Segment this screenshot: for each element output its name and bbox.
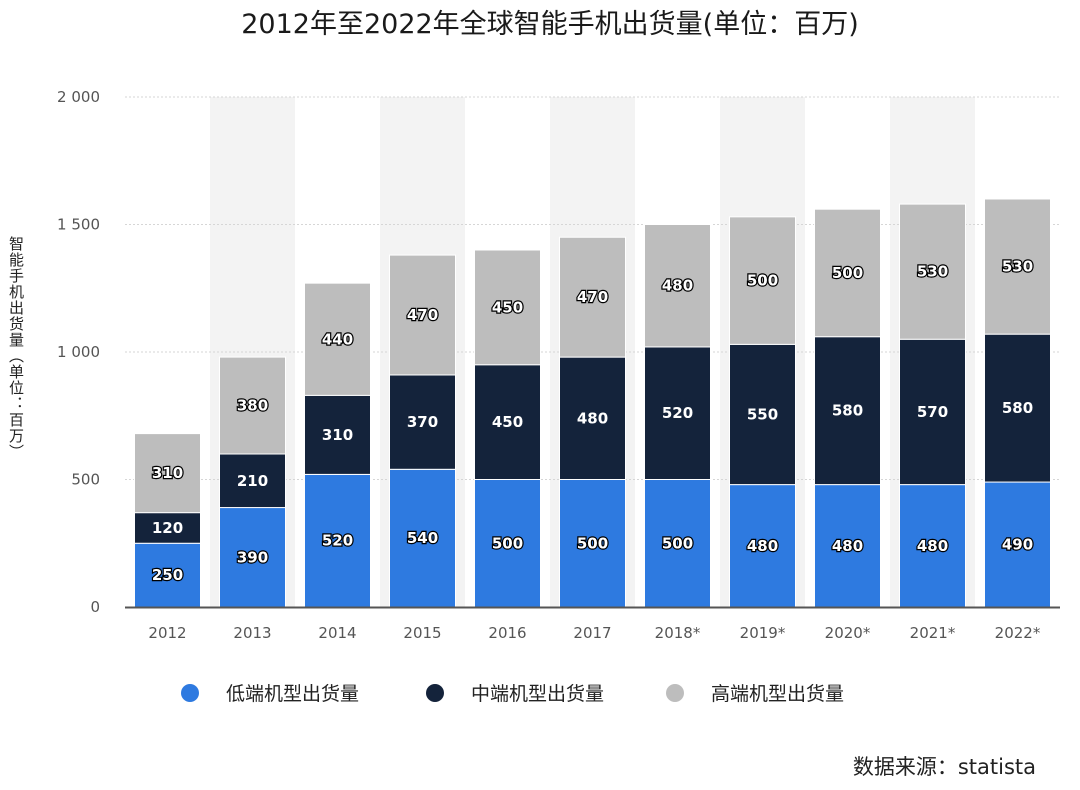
bar-segment bbox=[389, 468, 456, 608]
y-tick-label: 500 bbox=[71, 471, 100, 489]
bar-segment bbox=[304, 473, 371, 608]
legend-label: 低端机型出货量 bbox=[226, 683, 359, 705]
x-tick-label: 2016 bbox=[488, 624, 526, 642]
bar-segment bbox=[134, 542, 201, 608]
data-label: 480 bbox=[747, 537, 778, 555]
data-label: 500 bbox=[662, 534, 693, 552]
bar-segment bbox=[219, 507, 286, 608]
data-label: 390 bbox=[237, 548, 268, 566]
data-label: 480 bbox=[577, 409, 608, 427]
data-label: 580 bbox=[1002, 399, 1033, 417]
y-axis-label: 智能手机出货量（单位：百万） bbox=[7, 235, 25, 460]
bar-segment bbox=[559, 356, 626, 481]
legend-marker bbox=[666, 684, 684, 702]
data-label: 500 bbox=[577, 534, 608, 552]
bar-segment bbox=[644, 224, 711, 348]
bar-segment bbox=[304, 282, 371, 396]
bars-layer: 250 120 310 390 210 380 520 310 440 540 370 470 500 4… bbox=[134, 198, 1051, 608]
x-tick-label: 2014 bbox=[318, 624, 356, 642]
bar-segment bbox=[474, 249, 541, 366]
bar-segment bbox=[814, 336, 881, 486]
data-label: 210 bbox=[237, 472, 268, 490]
data-label: 490 bbox=[1002, 536, 1033, 554]
bar-segment bbox=[559, 479, 626, 608]
bar-segment bbox=[389, 374, 456, 470]
x-tick-label: 2022* bbox=[995, 624, 1041, 642]
x-tick-label: 2015 bbox=[403, 624, 441, 642]
y-tick-label: 0 bbox=[90, 598, 100, 616]
bar-segment bbox=[729, 343, 796, 486]
data-label: 570 bbox=[917, 403, 948, 421]
data-label: 310 bbox=[322, 426, 353, 444]
data-label: 520 bbox=[322, 532, 353, 550]
data-label: 520 bbox=[662, 404, 693, 422]
data-label: 530 bbox=[1002, 258, 1033, 276]
bar-segment bbox=[304, 394, 371, 475]
data-label: 470 bbox=[577, 288, 608, 306]
x-tick-label: 2012 bbox=[148, 624, 186, 642]
legend-label: 高端机型出货量 bbox=[711, 683, 844, 705]
bar-segment bbox=[899, 484, 966, 608]
data-label: 480 bbox=[832, 537, 863, 555]
data-label: 450 bbox=[492, 413, 523, 431]
x-tick-label: 2020* bbox=[825, 624, 871, 642]
legend-marker bbox=[426, 684, 444, 702]
bar-segment bbox=[644, 346, 711, 480]
data-label: 250 bbox=[152, 566, 183, 584]
data-label: 370 bbox=[407, 413, 438, 431]
x-tick-label: 2019* bbox=[740, 624, 786, 642]
data-label: 310 bbox=[152, 464, 183, 482]
data-label: 540 bbox=[407, 529, 438, 547]
data-label: 120 bbox=[152, 519, 183, 537]
bar-segment bbox=[984, 333, 1051, 483]
x-tick-label: 2021* bbox=[910, 624, 956, 642]
bar-segment bbox=[899, 338, 966, 486]
source-note: 数据来源：statista bbox=[853, 755, 1036, 779]
chart-title: 2012年至2022年全球智能手机出货量(单位：百万) bbox=[241, 9, 859, 40]
data-label: 480 bbox=[917, 537, 948, 555]
bar-segment bbox=[984, 198, 1051, 335]
data-label: 500 bbox=[492, 534, 523, 552]
data-label: 550 bbox=[747, 405, 778, 423]
bar-segment bbox=[814, 208, 881, 338]
bar-segment bbox=[899, 203, 966, 340]
y-tick-label: 2 000 bbox=[57, 88, 100, 106]
data-label: 480 bbox=[662, 277, 693, 295]
bar-segment bbox=[219, 356, 286, 455]
data-label: 470 bbox=[407, 306, 438, 324]
bar-segment bbox=[474, 364, 541, 480]
x-tick-label: 2018* bbox=[655, 624, 701, 642]
legend: 低端机型出货量 中端机型出货量 高端机型出货量 bbox=[181, 683, 844, 705]
data-label: 380 bbox=[237, 397, 268, 415]
bar-segment bbox=[389, 254, 456, 376]
y-tick-label: 1 500 bbox=[57, 216, 100, 234]
x-tick-label: 2013 bbox=[233, 624, 271, 642]
data-label: 440 bbox=[322, 330, 353, 348]
data-label: 450 bbox=[492, 298, 523, 316]
bar-segment bbox=[729, 216, 796, 345]
bar-segment bbox=[134, 433, 201, 514]
bar-segment bbox=[134, 512, 201, 544]
legend-marker bbox=[181, 684, 199, 702]
x-tick-label: 2017 bbox=[573, 624, 611, 642]
bar-segment bbox=[219, 453, 286, 509]
x-axis-ticks: 2012 2013 2014 2015 2016 2017 2018* 2019* 2020* 2… bbox=[148, 624, 1040, 642]
y-tick-label: 1 000 bbox=[57, 343, 100, 361]
data-label: 530 bbox=[917, 263, 948, 281]
legend-label: 中端机型出货量 bbox=[471, 683, 604, 705]
data-label: 500 bbox=[747, 272, 778, 290]
y-axis-ticks: 0 500 1 000 1 500 2 000 bbox=[57, 88, 100, 616]
data-label: 580 bbox=[832, 402, 863, 420]
data-label: 500 bbox=[832, 264, 863, 282]
bar-segment bbox=[559, 236, 626, 358]
